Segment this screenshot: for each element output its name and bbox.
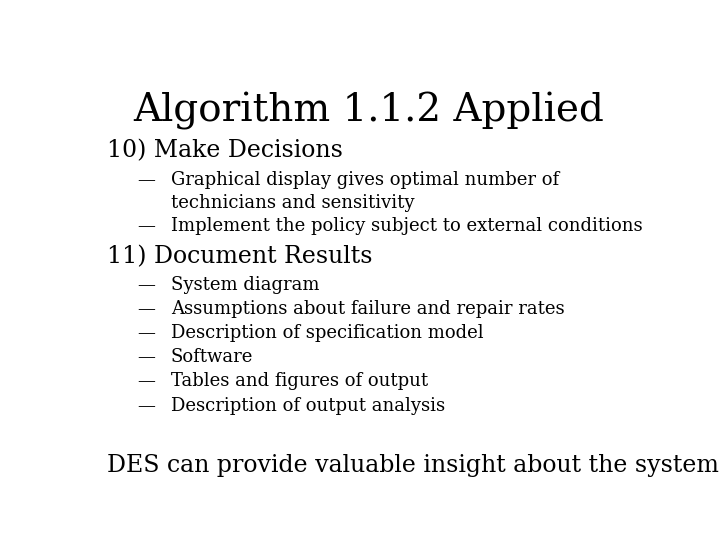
Text: technicians and sensitivity: technicians and sensitivity (171, 194, 415, 212)
Text: 11) Document Results: 11) Document Results (107, 246, 372, 269)
Text: 10) Make Decisions: 10) Make Decisions (107, 140, 343, 163)
Text: —: — (138, 324, 156, 342)
Text: —: — (138, 300, 156, 318)
Text: Algorithm 1.1.2 Applied: Algorithm 1.1.2 Applied (134, 92, 604, 130)
Text: Graphical display gives optimal number of: Graphical display gives optimal number o… (171, 171, 559, 189)
Text: Description of specification model: Description of specification model (171, 324, 484, 342)
Text: —: — (138, 276, 156, 294)
Text: —: — (138, 171, 156, 189)
Text: —: — (138, 373, 156, 390)
Text: Implement the policy subject to external conditions: Implement the policy subject to external… (171, 217, 642, 234)
Text: DES can provide valuable insight about the system: DES can provide valuable insight about t… (107, 454, 719, 477)
Text: —: — (138, 348, 156, 366)
Text: Tables and figures of output: Tables and figures of output (171, 373, 428, 390)
Text: —: — (138, 396, 156, 415)
Text: Description of output analysis: Description of output analysis (171, 396, 445, 415)
Text: Software: Software (171, 348, 253, 366)
Text: —: — (138, 217, 156, 234)
Text: Assumptions about failure and repair rates: Assumptions about failure and repair rat… (171, 300, 564, 318)
Text: System diagram: System diagram (171, 276, 320, 294)
